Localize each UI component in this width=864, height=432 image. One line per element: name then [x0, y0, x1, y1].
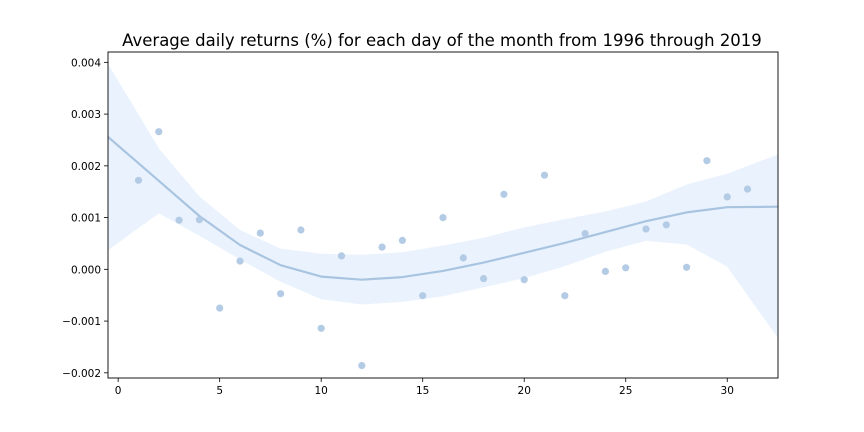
data-point — [540, 171, 549, 179]
data-point — [601, 267, 610, 275]
y-tick-label: 0.004 — [71, 57, 101, 69]
x-tick-label: 5 — [216, 385, 223, 397]
regression-line — [108, 136, 778, 281]
data-point — [683, 263, 691, 271]
data-point — [378, 243, 386, 251]
data-point — [561, 292, 569, 300]
y-tick-label: 0.003 — [71, 109, 101, 121]
x-tick-label: 10 — [314, 385, 327, 397]
x-tick-label: 15 — [416, 385, 429, 397]
data-point — [500, 190, 508, 198]
data-point — [175, 216, 183, 224]
data-point — [622, 264, 630, 272]
chart-title: Average daily returns (%) for each day o… — [122, 31, 762, 50]
data-point — [358, 362, 366, 370]
x-tick-label: 20 — [518, 385, 531, 397]
y-tick-label: 0.000 — [71, 264, 101, 276]
data-point — [723, 193, 731, 201]
x-tick-label: 30 — [721, 385, 734, 397]
data-point — [155, 128, 163, 136]
data-point — [297, 226, 305, 234]
y-tick-label: 0.002 — [71, 161, 101, 173]
data-point — [236, 257, 244, 265]
data-point — [317, 324, 325, 332]
plot-frame — [107, 51, 779, 379]
y-tick-label: 0.001 — [71, 213, 101, 225]
data-point — [419, 292, 427, 300]
data-point — [662, 221, 670, 229]
data-point — [337, 252, 346, 260]
y-tick-label: −0.002 — [62, 368, 101, 380]
data-point — [256, 229, 264, 237]
data-point — [216, 304, 224, 312]
confidence-band — [108, 63, 778, 339]
data-point — [480, 275, 488, 283]
data-point — [581, 230, 589, 238]
data-point — [459, 254, 467, 262]
y-tick-label: −0.001 — [62, 316, 101, 328]
data-point — [439, 214, 447, 222]
x-tick-label: 0 — [115, 385, 122, 397]
data-point — [398, 236, 406, 244]
data-point — [520, 276, 528, 284]
data-point — [743, 185, 752, 193]
data-point — [277, 290, 285, 298]
data-point — [134, 176, 143, 184]
x-tick-label: 25 — [619, 385, 632, 397]
data-point — [703, 157, 711, 165]
data-point — [642, 225, 650, 233]
data-point — [195, 216, 203, 224]
